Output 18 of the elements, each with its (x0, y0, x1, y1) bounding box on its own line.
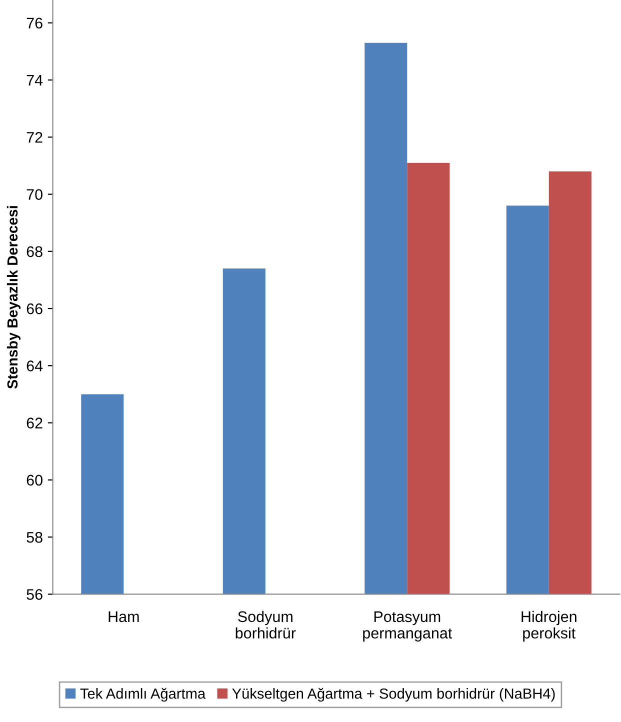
legend-label: Tek Adımlı Ağartma (80, 688, 206, 702)
y-tick-label: 74 (26, 75, 43, 86)
y-tick-label: 64 (26, 360, 43, 372)
y-tick-label: 60 (26, 474, 42, 486)
x-tick-label: Hidrojen peroksit (522, 610, 576, 642)
x-tick-label: Ham (108, 611, 139, 622)
y-tick-label: 76 (26, 18, 42, 29)
y-axis-title: Stensby Beyazlık Derecesi (6, 206, 21, 389)
y-tick-label: 62 (26, 418, 42, 428)
legend-label: Yükseltgen Ağartma + Sodyum borhidrür (NaBH4) (232, 688, 555, 702)
x-tick-label: Potasyum permanganat (363, 611, 452, 642)
y-tick-label: 70 (26, 189, 42, 200)
y-tick-label: 68 (26, 246, 42, 258)
y-tick-label: 56 (26, 589, 42, 600)
x-tick-label: Sodyum borhidrür (236, 610, 296, 639)
y-tick-label: 58 (26, 532, 42, 543)
y-tick-label: 66 (26, 303, 42, 314)
y-tick-label: 72 (26, 132, 42, 143)
